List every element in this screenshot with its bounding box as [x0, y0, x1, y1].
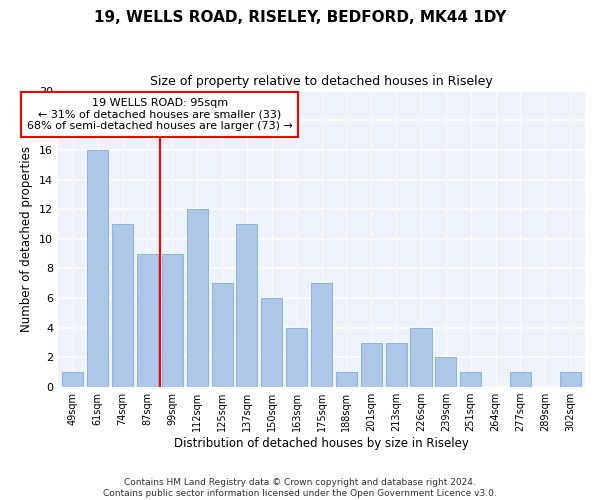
Bar [286, 328, 307, 387]
Text: 19, WELLS ROAD, RISELEY, BEDFORD, MK44 1DY: 19, WELLS ROAD, RISELEY, BEDFORD, MK44 1… [94, 10, 506, 25]
Bar [212, 284, 233, 387]
Bar [560, 372, 581, 387]
Bar [236, 224, 257, 387]
Bar [361, 342, 382, 387]
Bar [435, 358, 457, 387]
Text: Contains HM Land Registry data © Crown copyright and database right 2024.
Contai: Contains HM Land Registry data © Crown c… [103, 478, 497, 498]
Bar [336, 372, 357, 387]
Bar [62, 372, 83, 387]
Bar [460, 372, 481, 387]
Bar [112, 224, 133, 387]
Bar [386, 342, 407, 387]
Title: Size of property relative to detached houses in Riseley: Size of property relative to detached ho… [150, 75, 493, 88]
X-axis label: Distribution of detached houses by size in Riseley: Distribution of detached houses by size … [174, 437, 469, 450]
Bar [187, 209, 208, 387]
Text: 19 WELLS ROAD: 95sqm
← 31% of detached houses are smaller (33)
68% of semi-detac: 19 WELLS ROAD: 95sqm ← 31% of detached h… [27, 98, 293, 131]
Bar [137, 254, 158, 387]
Bar [261, 298, 283, 387]
Y-axis label: Number of detached properties: Number of detached properties [20, 146, 34, 332]
Bar [87, 150, 109, 387]
Bar [311, 284, 332, 387]
Bar [162, 254, 183, 387]
Bar [410, 328, 431, 387]
Bar [510, 372, 531, 387]
